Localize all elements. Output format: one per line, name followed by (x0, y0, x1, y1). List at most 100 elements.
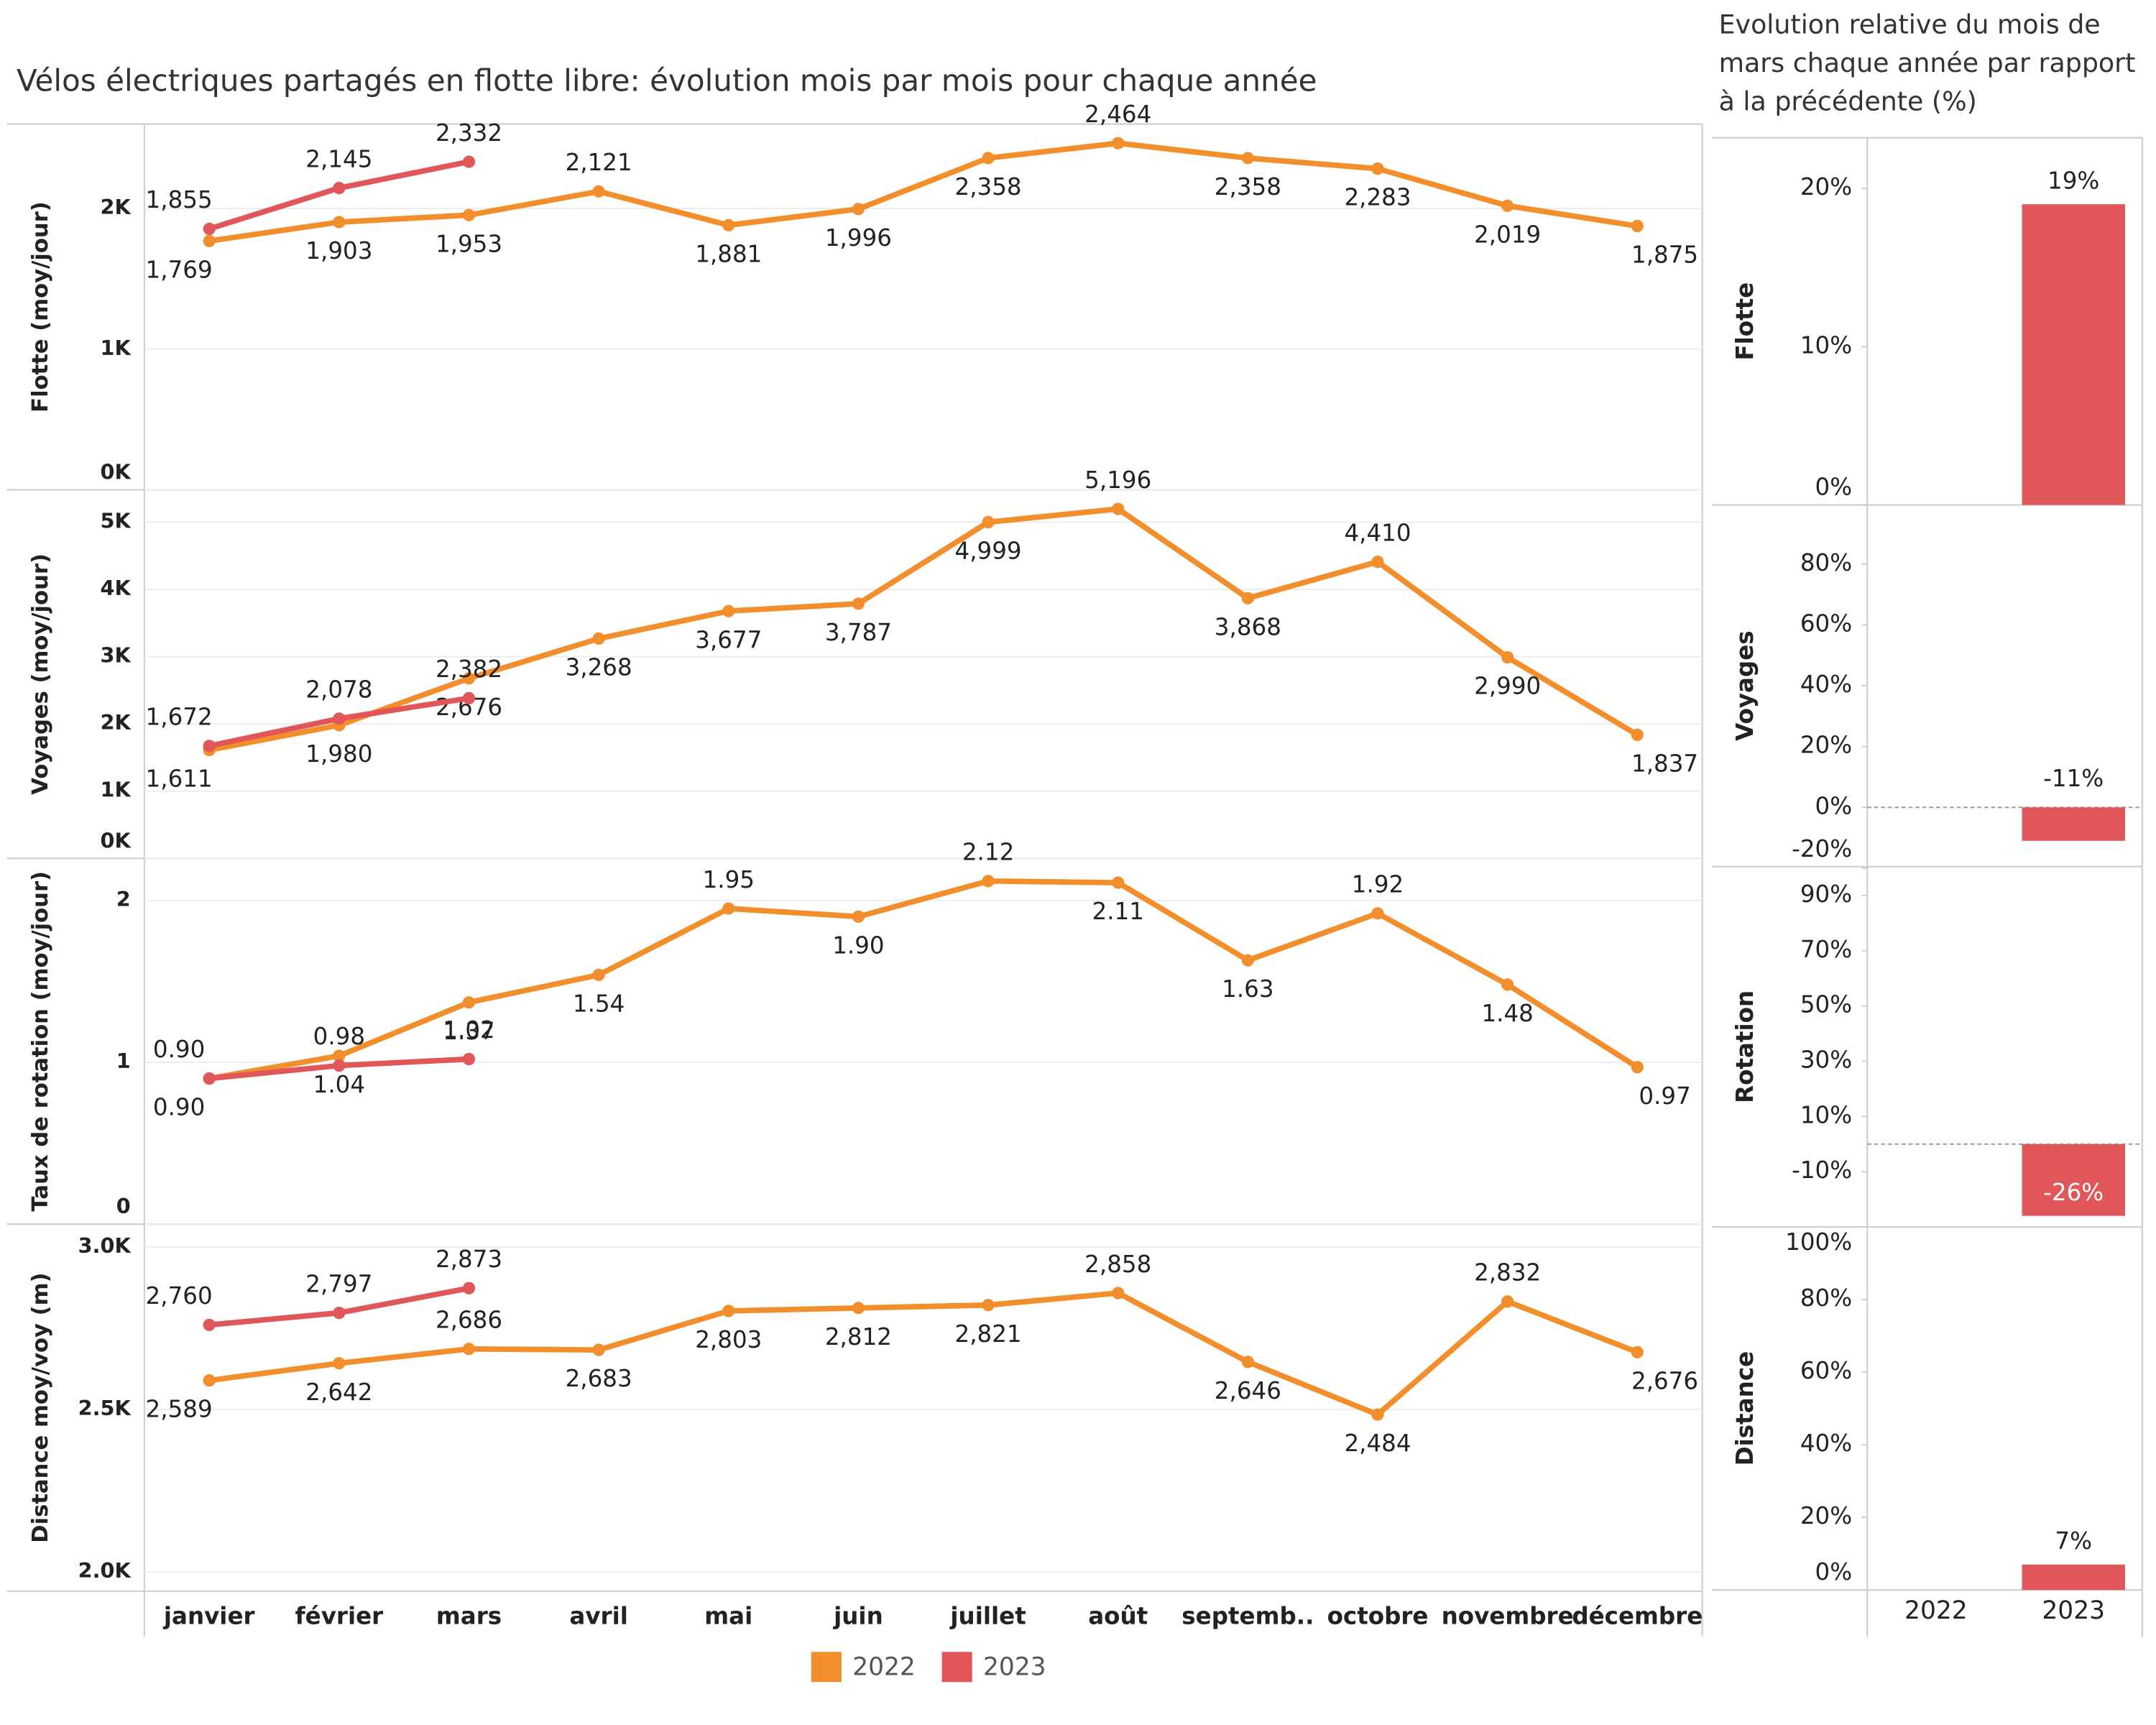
legend-label: 2022 (852, 1653, 916, 1682)
data-label: 1,855 (146, 186, 213, 213)
point (462, 996, 476, 1009)
data-label: 0.90 (153, 1036, 205, 1063)
point (1371, 1408, 1384, 1421)
data-label: 3,268 (566, 654, 632, 681)
point (722, 604, 735, 617)
y-tick-label: 0 (116, 1194, 131, 1218)
data-label: 2,019 (1474, 221, 1541, 248)
point (203, 234, 216, 247)
data-label: 2,464 (1084, 101, 1151, 128)
data-label: 2,686 (436, 1307, 502, 1334)
y-tick-label: 1 (116, 1049, 131, 1073)
point (982, 515, 995, 529)
data-label: 2,683 (566, 1365, 632, 1392)
legend-swatch (941, 1652, 972, 1683)
point (203, 740, 216, 753)
point (462, 208, 476, 221)
y-tick-label: 3K (101, 643, 132, 668)
data-label: 7% (2055, 1527, 2092, 1555)
y-tick-label: 20% (1800, 732, 1852, 759)
bar (2022, 1144, 2125, 1216)
series-line (208, 878, 1639, 1082)
point (982, 1299, 995, 1312)
point (462, 691, 476, 704)
y-tick-label: 1K (101, 778, 132, 802)
data-label: 2,358 (955, 173, 1022, 201)
data-label: 2,078 (305, 676, 372, 704)
point (1501, 199, 1514, 212)
data-label: 2,589 (146, 1396, 213, 1423)
point (462, 672, 476, 685)
point (1631, 728, 1644, 741)
y-tick-label: 60% (1800, 1357, 1852, 1384)
point (1112, 876, 1125, 889)
y-tick-label: 1K (101, 336, 132, 360)
y-tick-label: 0% (1815, 474, 1853, 501)
x-tick-label: septemb.. (1181, 1602, 1314, 1629)
y-tick-label: 0K (101, 828, 132, 852)
point (333, 1306, 346, 1320)
y-axis-title: Distance (1731, 1351, 1759, 1466)
data-label: 2,797 (305, 1270, 372, 1297)
point (852, 1302, 865, 1315)
x-tick-label: février (295, 1602, 384, 1629)
point (722, 218, 735, 231)
data-label: 4,410 (1344, 519, 1411, 546)
data-label: 1,672 (146, 704, 213, 731)
legend-swatch (811, 1652, 842, 1683)
data-label: 2,646 (1215, 1377, 1281, 1404)
point (1631, 1346, 1644, 1358)
y-axis-title: Voyages (1731, 630, 1759, 741)
data-label: -11% (2043, 765, 2104, 792)
data-label: 2,821 (955, 1320, 1022, 1348)
point (1631, 1061, 1644, 1074)
data-label: 2,382 (436, 656, 502, 683)
point (333, 712, 346, 725)
y-tick-label: 80% (1800, 1284, 1852, 1312)
y-tick-label: 3.0K (78, 1233, 132, 1258)
y-tick-label: 0K (101, 460, 132, 484)
data-label: 1,875 (1631, 242, 1698, 269)
y-tick-label: 60% (1800, 610, 1852, 638)
point (722, 1305, 735, 1317)
x-tick-label: 2023 (2042, 1596, 2105, 1625)
point (1371, 162, 1384, 175)
subtitle-box: Evolution relative du mois de mars chaqu… (1719, 10, 2136, 117)
y-tick-label: 50% (1800, 991, 1852, 1018)
data-label: 0.90 (153, 1094, 205, 1121)
data-label: 2,642 (305, 1379, 372, 1406)
y-tick-label: 10% (1800, 1101, 1852, 1128)
data-label: 1,837 (1631, 750, 1698, 777)
data-label: 2,676 (1631, 1367, 1698, 1394)
y-tick-label: 20% (1800, 1502, 1852, 1530)
point (1501, 978, 1514, 991)
data-label: 2,145 (305, 145, 372, 172)
point (1371, 907, 1384, 920)
data-label: 2,832 (1474, 1259, 1541, 1287)
data-label: -26% (2043, 1179, 2104, 1206)
data-label: 4,999 (955, 538, 1022, 565)
y-tick-label: 30% (1800, 1046, 1852, 1074)
y-tick-label: 40% (1800, 671, 1852, 698)
y-tick-label: 80% (1800, 549, 1852, 576)
point (1241, 954, 1254, 967)
data-label: 1,980 (305, 740, 372, 768)
x-tick-label: mars (436, 1602, 502, 1629)
data-label: 1,996 (825, 224, 892, 252)
point (333, 1059, 346, 1072)
x-tick-label: août (1088, 1602, 1148, 1629)
point (1112, 137, 1125, 150)
x-tick-label: mai (704, 1602, 752, 1629)
y-tick-label: -10% (1792, 1156, 1852, 1184)
y-tick-label: 2K (101, 195, 132, 219)
y-tick-label: 90% (1800, 880, 1852, 908)
x-tick-label: juillet (949, 1602, 1026, 1629)
data-label: 2,332 (436, 119, 502, 147)
y-tick-label: 5K (101, 508, 132, 533)
data-label: 1.92 (1352, 871, 1404, 898)
point (1501, 1295, 1514, 1308)
data-label: 1.54 (573, 990, 625, 1017)
point (203, 1072, 216, 1085)
x-tick-label: avril (569, 1602, 627, 1629)
point (982, 152, 995, 165)
